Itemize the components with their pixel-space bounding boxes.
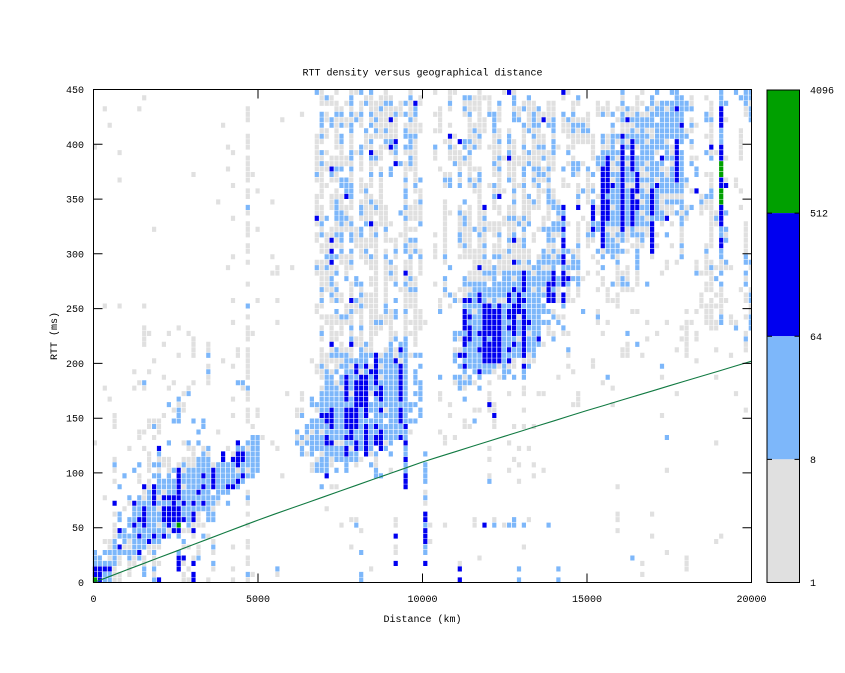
svg-text:64: 64 bbox=[810, 333, 822, 344]
svg-text:0: 0 bbox=[90, 595, 96, 606]
svg-text:350: 350 bbox=[66, 196, 84, 207]
svg-text:0: 0 bbox=[78, 579, 84, 590]
svg-text:20000: 20000 bbox=[736, 595, 766, 606]
svg-text:10000: 10000 bbox=[407, 595, 437, 606]
svg-text:15000: 15000 bbox=[572, 595, 602, 606]
svg-text:Distance (km): Distance (km) bbox=[383, 614, 461, 626]
svg-text:RTT density versus geographica: RTT density versus geographical distance bbox=[302, 68, 542, 80]
svg-text:512: 512 bbox=[810, 210, 828, 221]
svg-text:450: 450 bbox=[66, 86, 84, 97]
svg-text:5000: 5000 bbox=[246, 595, 270, 606]
svg-text:4096: 4096 bbox=[810, 87, 834, 98]
svg-text:RTT (ms): RTT (ms) bbox=[49, 312, 61, 360]
svg-text:400: 400 bbox=[66, 141, 84, 152]
svg-text:250: 250 bbox=[66, 305, 84, 316]
svg-text:200: 200 bbox=[66, 360, 84, 371]
svg-text:8: 8 bbox=[810, 456, 816, 467]
svg-text:100: 100 bbox=[66, 469, 84, 480]
svg-text:50: 50 bbox=[72, 524, 84, 535]
svg-text:150: 150 bbox=[66, 415, 84, 426]
svg-text:1: 1 bbox=[810, 579, 816, 590]
svg-text:300: 300 bbox=[66, 250, 84, 261]
